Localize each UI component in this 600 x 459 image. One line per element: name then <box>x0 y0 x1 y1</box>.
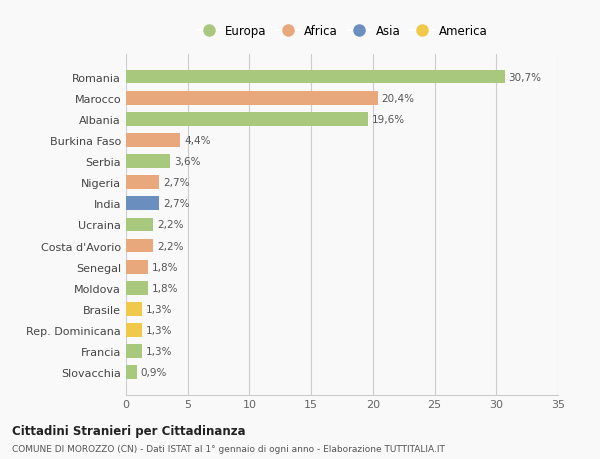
Bar <box>126 92 378 105</box>
Text: 1,3%: 1,3% <box>146 325 172 335</box>
Text: 20,4%: 20,4% <box>382 94 415 103</box>
Bar <box>126 134 181 147</box>
Text: 2,2%: 2,2% <box>157 241 184 251</box>
Bar <box>126 366 137 379</box>
Text: 1,3%: 1,3% <box>146 347 172 356</box>
Bar <box>126 345 142 358</box>
Bar <box>126 324 142 337</box>
Text: 3,6%: 3,6% <box>174 157 200 167</box>
Bar <box>126 218 153 232</box>
Text: Cittadini Stranieri per Cittadinanza: Cittadini Stranieri per Cittadinanza <box>12 424 245 437</box>
Text: 2,7%: 2,7% <box>163 178 190 188</box>
Bar <box>126 260 148 274</box>
Bar <box>126 155 170 168</box>
Text: 1,3%: 1,3% <box>146 304 172 314</box>
Text: 2,2%: 2,2% <box>157 220 184 230</box>
Text: 2,7%: 2,7% <box>163 199 190 209</box>
Text: 1,8%: 1,8% <box>152 283 178 293</box>
Bar <box>126 302 142 316</box>
Legend: Europa, Africa, Asia, America: Europa, Africa, Asia, America <box>192 20 492 43</box>
Text: COMUNE DI MOROZZO (CN) - Dati ISTAT al 1° gennaio di ogni anno - Elaborazione TU: COMUNE DI MOROZZO (CN) - Dati ISTAT al 1… <box>12 444 445 453</box>
Text: 1,8%: 1,8% <box>152 262 178 272</box>
Text: 0,9%: 0,9% <box>141 368 167 377</box>
Text: 30,7%: 30,7% <box>509 73 542 82</box>
Bar <box>126 197 160 211</box>
Bar <box>126 112 368 126</box>
Text: 19,6%: 19,6% <box>371 115 405 124</box>
Text: 4,4%: 4,4% <box>184 135 211 146</box>
Bar <box>126 71 505 84</box>
Bar <box>126 239 153 253</box>
Bar <box>126 176 160 190</box>
Bar <box>126 281 148 295</box>
